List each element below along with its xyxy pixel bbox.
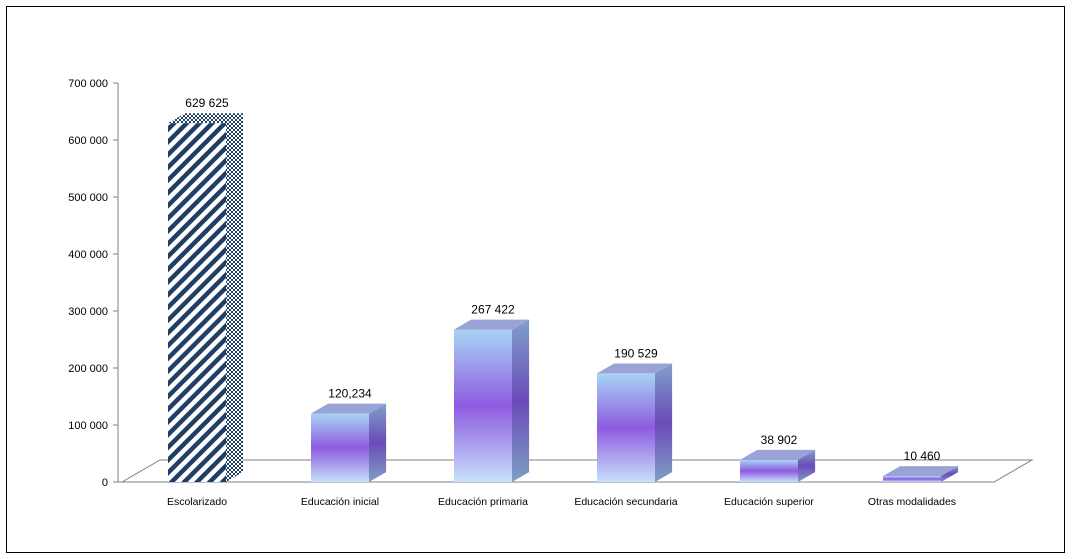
bar-side (226, 113, 244, 483)
data-label: 267 422 (471, 303, 515, 317)
bar-front (597, 373, 655, 482)
y-tick-label: 500 000 (68, 192, 108, 204)
y-tick-label: 200 000 (68, 363, 108, 375)
y-tick-label: 300 000 (68, 306, 108, 318)
category-label: Educación superior (724, 496, 814, 508)
bar-top (311, 403, 387, 414)
bar-top (883, 466, 959, 477)
y-tick-label: 100 000 (68, 420, 108, 432)
bar-chart: 0 100 000 200 000 300 000 400 000 500 000 600 … (68, 78, 1034, 508)
bar-side (655, 363, 673, 482)
y-tick-label: 700 000 (68, 78, 108, 90)
bar (883, 466, 959, 482)
chart-frame: 0 100 000 200 000 300 000 400 000 500 000 600 … (6, 6, 1065, 553)
data-label: 190 529 (614, 346, 658, 360)
category-label: Otras modalidades (868, 496, 956, 508)
bar-side (941, 466, 959, 482)
bar-front (168, 123, 226, 483)
bar-side (798, 449, 816, 482)
data-label: 38 902 (761, 433, 798, 447)
bar-top (597, 363, 673, 374)
bar (740, 449, 816, 482)
category-label: Escolarizado (167, 496, 227, 508)
bars (168, 113, 959, 483)
y-tick-label: 400 000 (68, 249, 108, 261)
bar-front (311, 413, 369, 482)
category-label: Educación primaria (438, 496, 528, 508)
bar-front (883, 476, 941, 482)
category-label: Educación secundaria (574, 496, 677, 508)
bar (454, 319, 530, 482)
category-label: Educación inicial (301, 496, 379, 508)
bar (597, 363, 673, 482)
chart-floor (118, 459, 1034, 483)
bar (168, 113, 244, 483)
data-labels: 629 625 120,234 267 422 190 529 38 902 10 460 (185, 96, 940, 463)
y-tick-label: 600 000 (68, 135, 108, 147)
data-label: 629 625 (185, 96, 229, 110)
y-tick-label: 0 (102, 477, 108, 489)
data-label: 10 460 (904, 449, 941, 463)
bar (311, 403, 387, 482)
bar-front (454, 329, 512, 482)
data-label: 120,234 (328, 387, 372, 401)
bar-top (740, 449, 816, 460)
bar-top (168, 113, 244, 124)
bar-top (454, 319, 530, 330)
x-axis-labels: Escolarizado Educación inicial Educación p… (167, 496, 956, 508)
bar-side (369, 403, 387, 482)
bar-side (512, 319, 530, 482)
bar-front (740, 459, 798, 482)
y-axis: 0 100 000 200 000 300 000 400 000 500 000 600 … (68, 78, 119, 489)
